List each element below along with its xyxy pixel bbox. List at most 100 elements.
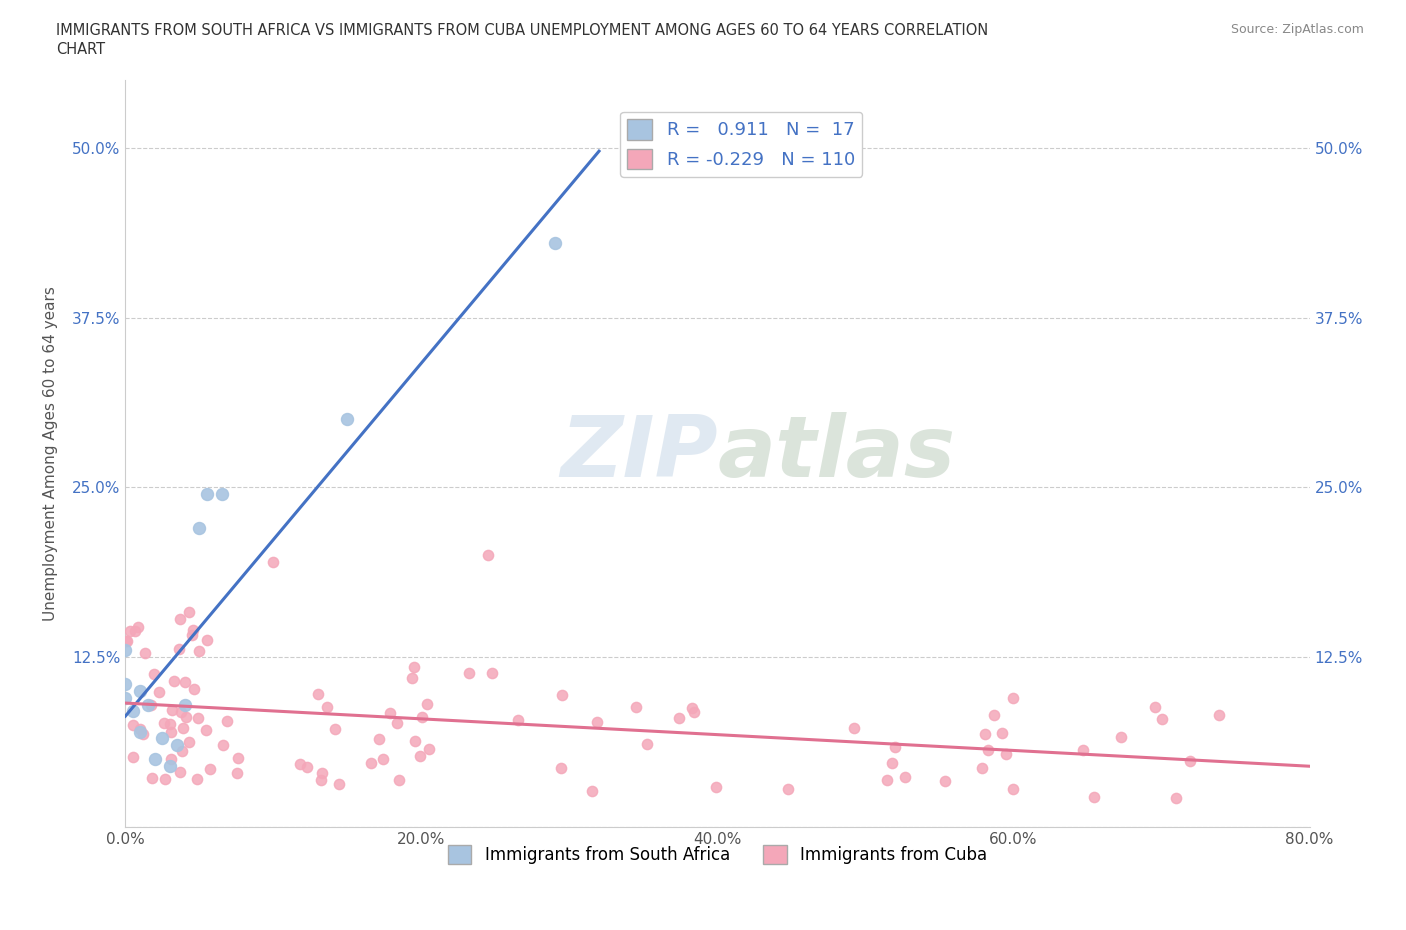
Point — [1164, 790, 1187, 805]
Point — [624, 700, 647, 715]
Point — [636, 737, 658, 751]
Point — [458, 666, 481, 681]
Point — [297, 759, 319, 774]
Point — [150, 731, 173, 746]
Point — [114, 690, 136, 705]
Point — [551, 687, 574, 702]
Point — [481, 666, 503, 681]
Point — [415, 697, 437, 711]
Point — [153, 772, 176, 787]
Point — [169, 612, 191, 627]
Point — [360, 756, 382, 771]
Point — [195, 723, 218, 737]
Point — [388, 773, 411, 788]
Point — [180, 628, 202, 643]
Point — [581, 784, 603, 799]
Point — [118, 624, 141, 639]
Point — [122, 750, 145, 764]
Point — [136, 698, 159, 712]
Point — [311, 765, 333, 780]
Text: Source: ZipAtlas.com: Source: ZipAtlas.com — [1230, 23, 1364, 36]
Point — [211, 486, 233, 501]
Point — [323, 721, 346, 736]
Point — [198, 762, 221, 777]
Point — [141, 698, 163, 713]
Point — [307, 686, 329, 701]
Point — [127, 619, 149, 634]
Point — [160, 703, 183, 718]
Point — [170, 705, 193, 720]
Text: CHART: CHART — [56, 42, 105, 57]
Point — [994, 747, 1017, 762]
Point — [1083, 790, 1105, 804]
Point — [114, 677, 136, 692]
Point — [411, 710, 433, 724]
Point — [159, 758, 181, 773]
Point — [876, 773, 898, 788]
Point — [114, 633, 136, 648]
Point — [316, 699, 339, 714]
Point — [368, 732, 391, 747]
Point — [336, 412, 359, 427]
Point — [129, 724, 152, 739]
Point — [134, 645, 156, 660]
Text: IMMIGRANTS FROM SOUTH AFRICA VS IMMIGRANTS FROM CUBA UNEMPLOYMENT AMONG AGES 60 : IMMIGRANTS FROM SOUTH AFRICA VS IMMIGRAN… — [56, 23, 988, 38]
Point — [543, 235, 565, 250]
Point — [408, 748, 430, 763]
Point — [894, 770, 917, 785]
Point — [991, 725, 1014, 740]
Point — [970, 760, 993, 775]
Point — [668, 711, 690, 725]
Point — [195, 486, 218, 501]
Point — [212, 737, 235, 752]
Point — [217, 713, 239, 728]
Legend: Immigrants from South Africa, Immigrants from Cuba: Immigrants from South Africa, Immigrants… — [441, 838, 994, 870]
Point — [1071, 742, 1094, 757]
Point — [778, 782, 800, 797]
Point — [704, 779, 727, 794]
Point — [477, 548, 499, 563]
Point — [288, 757, 311, 772]
Point — [129, 721, 152, 736]
Point — [174, 710, 197, 724]
Point — [974, 726, 997, 741]
Point — [122, 717, 145, 732]
Point — [167, 642, 190, 657]
Point — [132, 726, 155, 741]
Point — [179, 604, 201, 619]
Point — [682, 705, 704, 720]
Point — [177, 734, 200, 749]
Point — [262, 554, 284, 569]
Point — [115, 634, 138, 649]
Point — [1144, 700, 1167, 715]
Point — [404, 734, 426, 749]
Point — [378, 706, 401, 721]
Point — [183, 682, 205, 697]
Point — [166, 737, 188, 752]
Y-axis label: Unemployment Among Ages 60 to 64 years: Unemployment Among Ages 60 to 64 years — [44, 286, 58, 621]
Point — [186, 772, 208, 787]
Point — [1001, 782, 1024, 797]
Point — [404, 659, 426, 674]
Point — [1150, 711, 1173, 726]
Point — [129, 684, 152, 698]
Point — [226, 765, 249, 780]
Text: ZIP: ZIP — [560, 412, 717, 495]
Point — [181, 622, 204, 637]
Point — [934, 773, 956, 788]
Point — [328, 777, 350, 791]
Point — [418, 742, 440, 757]
Point — [188, 521, 211, 536]
Point — [1109, 730, 1132, 745]
Point — [142, 666, 165, 681]
Point — [681, 700, 703, 715]
Point — [883, 739, 905, 754]
Text: atlas: atlas — [717, 412, 956, 495]
Point — [844, 721, 866, 736]
Point — [385, 716, 408, 731]
Point — [124, 623, 146, 638]
Point — [401, 671, 423, 685]
Point — [188, 644, 211, 658]
Point — [114, 643, 136, 658]
Point — [550, 761, 572, 776]
